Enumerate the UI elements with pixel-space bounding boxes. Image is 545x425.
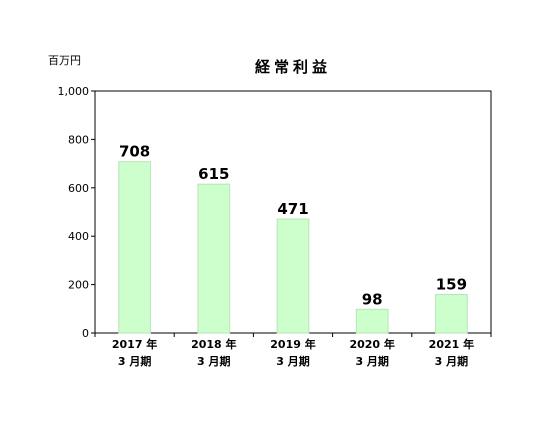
y-tick-label: 400 [68, 230, 89, 243]
x-tick-label: 3 月期 [276, 354, 309, 368]
y-tick-label: 600 [68, 182, 89, 195]
x-tick-label: 3 月期 [355, 354, 388, 368]
y-tick-label: 800 [68, 133, 89, 146]
y-axis: 0 200 400 600 800 1,000 [58, 85, 95, 340]
chart-title: 経常利益 [255, 58, 331, 76]
x-axis: 2017 年 3 月期 2018 年 3 月期 2019 年 3 月期 2020 年 3 月期… [94, 333, 492, 368]
bar [276, 218, 310, 334]
data-label: 708 [119, 143, 150, 161]
unit-label: 百万円 [48, 54, 81, 67]
data-label: 471 [277, 200, 308, 218]
bar [435, 294, 468, 334]
data-label: 159 [436, 276, 467, 294]
y-tick-label: 0 [82, 327, 89, 340]
x-tick-label: 2018 年 [191, 337, 236, 351]
x-tick-label: 3 月期 [197, 354, 230, 368]
y-tick-label: 200 [68, 279, 89, 292]
x-tick-label: 3 月期 [118, 354, 151, 368]
x-tick-label: 2017 年 [112, 337, 157, 351]
x-tick-label: 3 月期 [435, 354, 468, 368]
bar [355, 308, 389, 334]
bar [197, 183, 231, 334]
x-tick-label: 2019 年 [270, 337, 315, 351]
bars: 708 615 471 98 159 [118, 143, 468, 334]
data-label: 615 [198, 165, 229, 183]
x-tick-label: 2021 年 [429, 337, 474, 351]
x-tick-label: 2020 年 [349, 337, 394, 351]
y-tick-label: 1,000 [58, 85, 90, 98]
data-label: 98 [362, 290, 383, 308]
bar [118, 161, 151, 334]
